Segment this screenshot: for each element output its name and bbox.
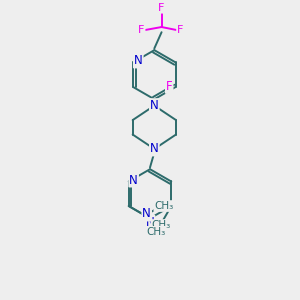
Text: CH₃: CH₃ bbox=[146, 227, 165, 237]
Text: N: N bbox=[150, 99, 159, 112]
Text: N: N bbox=[142, 208, 151, 220]
Text: F: F bbox=[166, 80, 172, 93]
Text: F: F bbox=[158, 3, 165, 13]
Text: CH₃: CH₃ bbox=[154, 201, 174, 211]
Text: N: N bbox=[134, 55, 142, 68]
Text: F: F bbox=[177, 25, 184, 35]
Text: F: F bbox=[138, 25, 145, 35]
Text: N: N bbox=[150, 142, 159, 155]
Text: N: N bbox=[146, 216, 154, 229]
Text: CH₃: CH₃ bbox=[152, 220, 171, 230]
Text: N: N bbox=[129, 173, 138, 187]
